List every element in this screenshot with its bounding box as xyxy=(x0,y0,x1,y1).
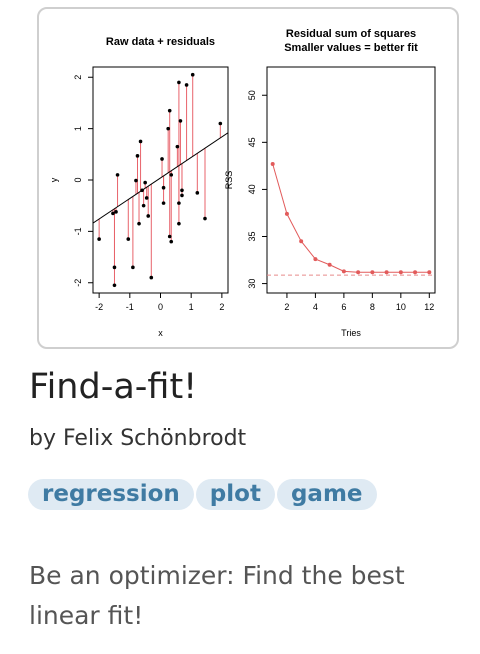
data-point xyxy=(175,144,180,149)
chart-title: Raw data + residuals xyxy=(106,36,215,48)
page-title: Find-a-fit! xyxy=(29,367,198,407)
tag-list: regression plot game xyxy=(28,479,377,510)
tag-game[interactable]: game xyxy=(276,479,377,510)
tag-regression[interactable]: regression xyxy=(28,479,194,510)
y-axis-label: RSS xyxy=(224,171,234,190)
rss-point xyxy=(384,270,389,275)
data-point xyxy=(138,139,143,144)
y-tick-label: 45 xyxy=(247,137,257,147)
data-point xyxy=(140,188,144,193)
scatter-group xyxy=(93,72,228,288)
data-point xyxy=(114,210,118,214)
rss-point xyxy=(313,257,318,262)
rss-series-line xyxy=(272,163,430,273)
rss-point xyxy=(299,239,304,244)
rss-point xyxy=(370,270,375,275)
data-point xyxy=(141,203,146,208)
data-point xyxy=(135,154,140,158)
y-tick-label: -1 xyxy=(73,227,83,235)
chart-subtitle: Smaller values = better fit xyxy=(284,42,418,54)
rss-point xyxy=(398,270,403,275)
x-tick-label: 12 xyxy=(424,302,434,312)
data-point xyxy=(160,157,164,161)
x-tick-label: 1 xyxy=(189,302,194,312)
y-tick-label: -2 xyxy=(73,279,83,287)
chart-title: Residual sum of squares xyxy=(286,28,416,40)
data-point xyxy=(111,211,115,216)
data-point xyxy=(169,173,174,177)
data-point xyxy=(180,193,184,198)
data-point xyxy=(203,216,207,221)
x-axis-label: x xyxy=(158,328,163,338)
x-tick-label: 6 xyxy=(341,302,346,312)
data-point xyxy=(180,188,184,193)
data-point xyxy=(112,283,117,288)
app-description: Be an optimizer: Find the best linear fi… xyxy=(29,561,405,630)
x-axis-label: Tries xyxy=(341,328,361,338)
data-point xyxy=(144,196,149,200)
data-point xyxy=(218,121,223,126)
fit-line xyxy=(93,132,228,224)
plot-figure: Raw data + residuals -2 -1 0 1 2 -2 -1 0 1 2 x y Resi… xyxy=(37,7,459,349)
rss-point xyxy=(327,262,332,267)
x-tick-label: -2 xyxy=(95,302,103,312)
y-tick-label: 0 xyxy=(73,177,83,182)
x-tick-label: 10 xyxy=(396,302,406,312)
data-point xyxy=(126,237,131,241)
rss-point xyxy=(427,270,432,275)
data-point xyxy=(169,239,174,244)
data-point xyxy=(131,265,135,270)
data-point xyxy=(184,83,189,87)
y-tick-label: 2 xyxy=(73,75,83,80)
data-point xyxy=(167,108,172,113)
data-point xyxy=(112,265,117,270)
author-line: by Felix Schönbrodt xyxy=(29,426,247,451)
data-point xyxy=(146,214,151,218)
data-point xyxy=(134,178,138,183)
x-tick-label: 8 xyxy=(370,302,375,312)
data-point xyxy=(167,234,172,239)
data-point xyxy=(177,221,181,226)
data-point xyxy=(178,119,183,123)
y-tick-label: 40 xyxy=(247,184,257,194)
x-tick-label: -1 xyxy=(126,302,134,312)
data-point xyxy=(115,173,120,177)
y-axis-label: y xyxy=(49,177,59,182)
data-point xyxy=(137,221,141,226)
x-tick-label: 4 xyxy=(313,302,318,312)
data-point xyxy=(190,72,195,77)
rss-point xyxy=(284,211,289,216)
x-tick-label: 0 xyxy=(158,302,163,312)
y-tick-label: 30 xyxy=(247,279,257,289)
data-point xyxy=(166,126,170,131)
data-point xyxy=(177,80,181,85)
x-tick-label: 2 xyxy=(219,302,224,312)
data-point xyxy=(149,275,154,280)
data-point xyxy=(97,237,101,241)
data-point xyxy=(143,180,147,185)
plot-frame xyxy=(266,66,436,294)
rss-point xyxy=(356,270,361,275)
tag-plot[interactable]: plot xyxy=(195,479,275,510)
y-tick-label: 50 xyxy=(247,90,257,100)
data-point xyxy=(195,191,200,195)
y-tick-label: 1 xyxy=(73,126,83,131)
plot-frame xyxy=(92,66,229,294)
data-point xyxy=(161,185,166,190)
rss-point xyxy=(270,161,275,166)
plot-canvas: Raw data + residuals-2 -1 0 1 2-2-1012xyResi… xyxy=(49,28,436,338)
data-point xyxy=(177,201,181,205)
rss-point xyxy=(341,269,346,274)
y-tick-label: 35 xyxy=(247,231,257,241)
rss-point xyxy=(413,270,418,275)
x-tick-label: 2 xyxy=(284,302,289,312)
data-point xyxy=(161,201,166,205)
